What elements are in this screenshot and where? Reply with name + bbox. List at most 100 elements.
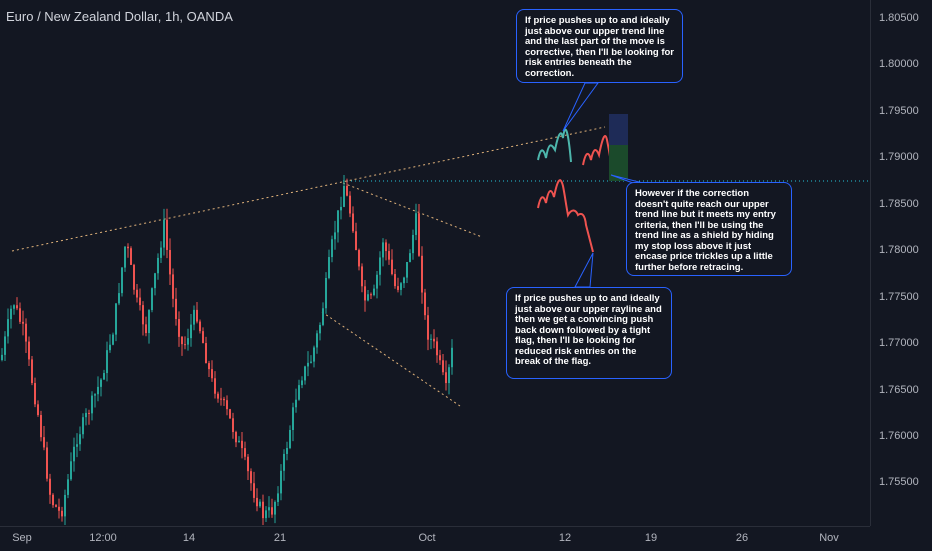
candle-body [217,393,219,399]
candle-body [205,343,207,364]
candle-body [259,501,261,507]
candle-body [229,409,231,419]
candle-body [442,360,444,373]
note-right[interactable]: However if the correction doesn't quite … [626,182,792,276]
candle-body [433,338,435,342]
candle-body [337,210,339,233]
candle-body [64,494,66,517]
time-axis[interactable]: Sep 12:00 14 21 Oct 12 19 26 Nov [0,526,870,551]
candle-body [301,380,303,386]
price-label: 1.79500 [879,105,919,117]
candle-body [16,305,18,309]
candle-body [316,333,318,348]
candle-body [148,310,150,334]
note-top[interactable]: If price pushes up to and ideally just a… [516,9,683,83]
candle-body [112,334,114,345]
candle-body [25,323,27,342]
projection-path-red-lower [537,179,594,253]
candle-body [22,321,24,324]
price-chart[interactable] [0,0,870,526]
candle-body [19,308,21,322]
candle-body [286,448,288,454]
candle-body [376,274,378,289]
candle-body [157,257,159,274]
candle-body [46,447,48,479]
candle-body [394,274,396,287]
time-label: Oct [418,532,436,544]
price-label: 1.77000 [879,337,919,349]
channel-upper-line[interactable] [342,182,483,238]
candle-body [325,278,327,309]
candle-body [355,231,357,251]
candle-body [55,505,57,507]
candle-body [424,292,426,316]
candle-body [310,361,312,363]
candle-body [199,321,201,332]
candle-body [298,385,300,400]
candle-body [223,398,225,401]
candle-body [379,257,381,275]
chart-area[interactable]: Euro / New Zealand Dollar, 1h, OANDA If … [0,0,870,526]
candle-body [307,362,309,367]
candle-body [181,336,183,345]
price-label: 1.76500 [879,384,919,396]
price-label: 1.78500 [879,198,919,210]
candle-body [277,493,279,502]
candle-body [73,446,75,462]
upper-trend-line[interactable] [11,126,606,252]
candle-body [142,305,144,325]
target-zone-box[interactable] [609,145,628,181]
candle-body [97,386,99,395]
candle-body [28,341,30,360]
candle-body [187,338,189,345]
candle-body [319,324,321,334]
candle-body [79,434,81,445]
candle-body [124,246,126,268]
candle-body [82,417,84,435]
candle-body [283,453,285,471]
stop-zone-box[interactable] [609,114,628,145]
candle-body [220,398,222,400]
candle-body [250,471,252,484]
candle-body [430,338,432,340]
candle-body [451,347,453,368]
candle-body [4,336,6,355]
candle-body [88,412,90,414]
time-label: 12:00 [89,532,117,544]
time-label: 26 [735,532,749,544]
note-top-pointer [562,82,599,132]
time-label: 12 [558,532,572,544]
candle-body [193,309,195,325]
candle-body [13,305,15,309]
price-axis[interactable]: 1.80500 1.80000 1.79500 1.79000 1.78500 … [870,0,932,526]
time-label: Sep [12,532,32,544]
candle-body [418,213,420,256]
candle-body [409,253,411,262]
candle-body [121,267,123,294]
candle-body [1,354,3,360]
candle-body [211,369,213,379]
note-bottom-pointer [574,252,594,288]
candle-body [172,274,174,299]
candle-body [103,373,105,380]
candle-body [331,239,333,258]
candle-body [346,185,348,196]
candle-body [226,400,228,410]
candle-body [262,501,264,519]
candle-body [118,293,120,304]
candle-body [373,288,375,296]
candle-body [7,319,9,337]
candle-body [133,264,135,290]
candle-body [436,341,438,356]
note-bottom[interactable]: If price pushes up to and ideally just a… [506,287,672,379]
candle-body [253,483,255,498]
candle-body [304,366,306,381]
candle-body [232,418,234,433]
candle-body [358,250,360,267]
price-label: 1.75500 [879,476,919,488]
price-label: 1.76000 [879,430,919,442]
symbol-title: Euro / New Zealand Dollar, 1h, OANDA [6,9,233,24]
candle-body [76,444,78,447]
candle-body [94,394,96,396]
candle-body [313,347,315,362]
